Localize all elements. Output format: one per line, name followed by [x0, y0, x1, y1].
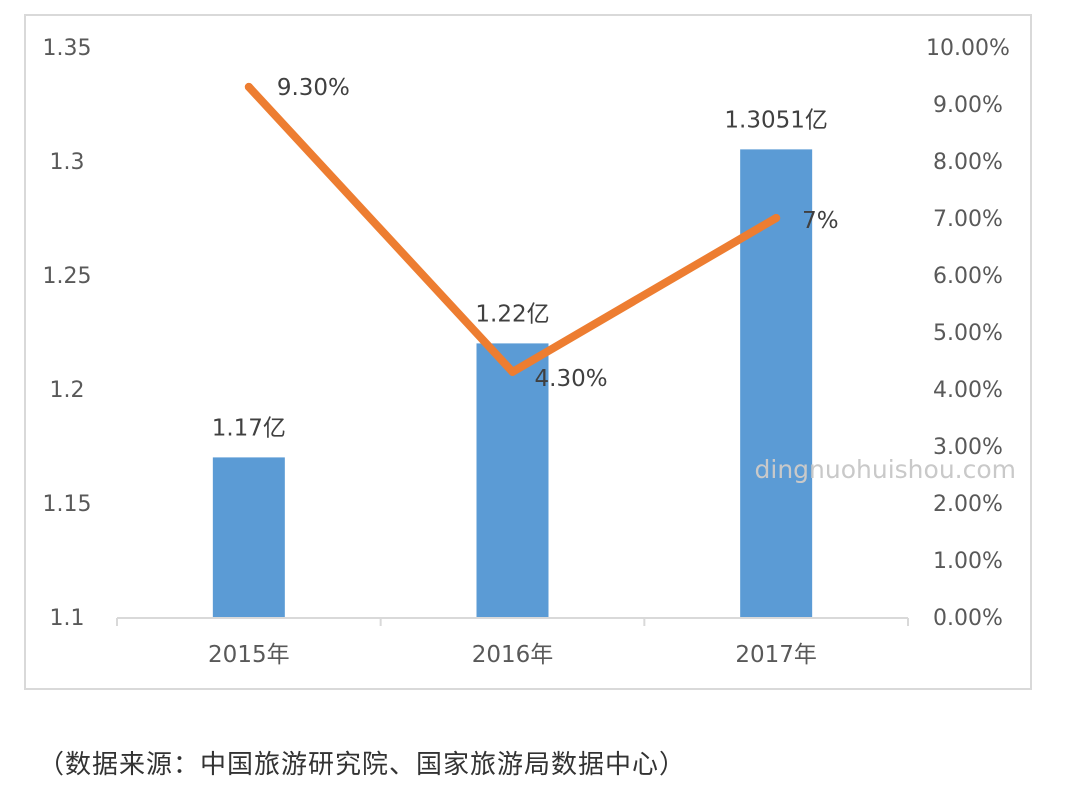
line-point [508, 367, 517, 376]
bar-data-label: 1.22亿 [475, 301, 549, 327]
growth-rate-line [244, 82, 781, 376]
bar [476, 343, 549, 617]
x-axis-category-label: 2015年 [208, 642, 290, 668]
right-axis-tick-label: 4.00% [933, 378, 1003, 403]
right-axis-tick-label: 6.00% [933, 264, 1003, 289]
right-axis-tick-label: 8.00% [933, 150, 1003, 175]
bar-data-label: 1.17亿 [212, 415, 286, 441]
line-data-label: 4.30% [535, 366, 608, 392]
x-axis-category-label: 2017年 [735, 642, 817, 668]
bar-data-label: 1.3051亿 [724, 107, 827, 133]
right-axis-tick-label: 1.00% [933, 549, 1003, 574]
right-axis-tick-label: 7.00% [933, 207, 1003, 232]
right-axis-tick-label: 0.00% [933, 606, 1003, 631]
line-point [244, 82, 253, 91]
left-axis-tick-label: 1.1 [50, 606, 85, 631]
right-axis-tick-label: 10.00% [926, 36, 1010, 61]
x-axis-category-label: 2016年 [472, 642, 554, 668]
line-point [772, 214, 781, 222]
bar [740, 149, 813, 617]
line-data-label: 7% [802, 208, 839, 234]
right-axis-tick-label: 2.00% [933, 492, 1003, 517]
left-axis-tick-label: 1.2 [50, 378, 85, 403]
watermark-text: dingnuohuishou.com [755, 455, 1017, 484]
left-axis-tick-label: 1.25 [43, 264, 92, 289]
left-axis-tick-label: 1.35 [43, 36, 92, 61]
right-axis-tick-label: 9.00% [933, 93, 1003, 118]
right-axis-tick-label: 3.00% [933, 435, 1003, 460]
left-axis-tick-label: 1.3 [50, 150, 85, 175]
bar [212, 457, 285, 617]
left-axis-tick-label: 1.15 [43, 492, 92, 517]
line-data-label: 9.30% [277, 75, 350, 101]
source-note: （数据来源：中国旅游研究院、国家旅游局数据中心） [38, 750, 687, 780]
right-axis-tick-label: 5.00% [933, 321, 1003, 346]
